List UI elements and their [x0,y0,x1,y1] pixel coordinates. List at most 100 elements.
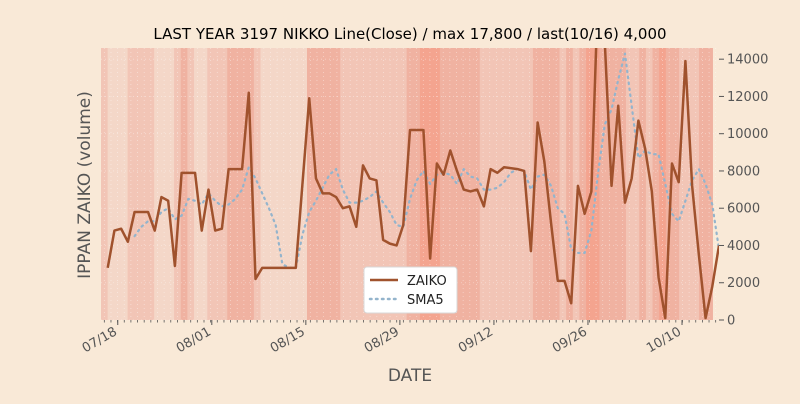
background-band [107,48,115,320]
background-band [466,48,474,320]
background-band [386,48,394,320]
background-band [273,48,282,320]
background-band [479,48,488,320]
background-band [672,48,680,320]
background-band [200,48,208,320]
background-band [572,48,581,320]
background-band [705,48,713,320]
y-tick-label: 10000 [727,127,768,142]
background-band [380,48,388,320]
background-band [127,48,135,320]
background-band [346,48,355,320]
background-band [320,48,328,320]
background-band [120,48,129,320]
background-band [167,48,175,320]
background-band [101,48,109,320]
background-band [207,48,215,320]
background-band [579,48,587,320]
background-band [293,48,301,320]
background-band [506,48,514,320]
background-band [227,48,235,320]
background-band [539,48,547,320]
y-tick-label: 2000 [727,276,760,291]
background-band [685,48,694,320]
background-band [114,48,122,320]
background-band [413,48,421,320]
background-band [174,48,182,320]
background-band [307,48,315,320]
background-band [632,48,640,320]
background-band [400,48,408,320]
background-band [140,48,149,320]
background-band [419,48,428,320]
y-tick-label: 14000 [727,53,768,68]
background-band [406,48,414,320]
background-band [280,48,288,320]
background-band [665,48,674,320]
series-line-zaiko [106,48,719,320]
background-band [679,48,687,320]
background-band [652,48,660,320]
background-band [360,48,368,320]
y-tick-label: 0 [727,314,735,329]
background-band [692,48,700,320]
background-band [333,48,341,320]
background-band [340,48,348,320]
background-band [612,48,620,320]
background-band [287,48,295,320]
background-band [353,48,361,320]
background-band [566,48,574,320]
background-band [606,48,614,320]
background-band [433,48,441,320]
background-band [513,48,521,320]
background-band [220,48,228,320]
y-tick-label: 8000 [727,164,760,179]
background-band [233,48,242,320]
background-band [194,48,202,320]
background-band [586,48,594,320]
background-band [699,48,707,320]
y-tick-label: 12000 [727,90,768,105]
y-axis-label: IPPAN ZAIKO (volume) [75,91,95,279]
background-band [532,48,541,320]
y-tick-label: 6000 [727,202,760,217]
legend-zaiko-label: ZAIKO [407,274,447,289]
background-band [393,48,401,320]
background-band [439,48,448,320]
chart-title: LAST YEAR 3197 NIKKO Line(Close) / max 1… [153,25,666,43]
background-band [519,48,527,320]
legend: ZAIKO SMA5 [363,266,458,314]
background-band [260,48,268,320]
background-band [134,48,142,320]
background-band [659,48,667,320]
background-band [180,48,188,320]
background-band [446,48,454,320]
background-band [486,48,494,320]
background-band [253,48,262,320]
background-band [639,48,647,320]
background-band [267,48,275,320]
x-axis-label: DATE [388,366,432,386]
background-band [559,48,567,320]
y-tick-label: 4000 [727,239,760,254]
background-band [160,48,169,320]
background-band [366,48,375,320]
background-band [592,48,600,320]
background-band [147,48,155,320]
legend-box [363,266,458,314]
background-band [213,48,222,320]
background-band [300,48,308,320]
background-band [459,48,468,320]
legend-sma5-label: SMA5 [407,293,444,308]
background-band [247,48,255,320]
background-band [326,48,335,320]
background-band [154,48,162,320]
background-band [526,48,534,320]
background-band [599,48,607,320]
background-band [493,48,501,320]
background-band [187,48,195,320]
background-band [473,48,481,320]
background-band [552,48,561,320]
